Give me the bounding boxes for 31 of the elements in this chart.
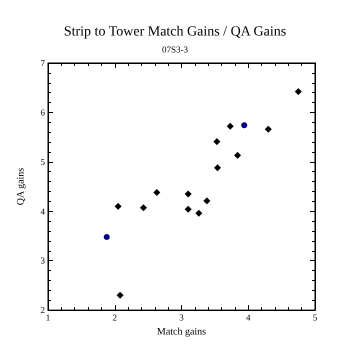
point [153,188,160,196]
point [104,234,110,240]
x-tick-label: 5 [312,312,318,323]
x-axis-title: Match gains [156,326,206,338]
point [116,292,124,299]
y-tick-label: 5 [40,156,46,167]
point [294,88,302,96]
point [234,152,242,159]
x-tick-label: 4 [246,312,251,323]
point [184,190,192,198]
point [241,122,248,128]
y-tick-label: 6 [40,107,46,118]
point [214,164,222,172]
point [226,122,234,130]
point [203,197,210,204]
point [114,202,122,210]
point [140,204,147,212]
x-tick-label: 1 [46,312,50,323]
x-tick-label: 2 [112,312,117,323]
x-tick-label: 3 [179,312,184,323]
y-tick-label: 7 [40,58,46,68]
y-tick-label: 2 [40,305,45,316]
point [264,126,272,133]
point [213,138,220,146]
chart-subtitle: 07S3-3 [162,44,188,54]
point [195,210,202,217]
chart-title: Strip to Tower Match Gains / QA Gains [64,24,286,40]
point [184,206,192,213]
y-tick-label: 4 [40,206,46,216]
y-tick-label: 3 [40,256,46,266]
y-axis-title: QA gains [16,168,26,206]
